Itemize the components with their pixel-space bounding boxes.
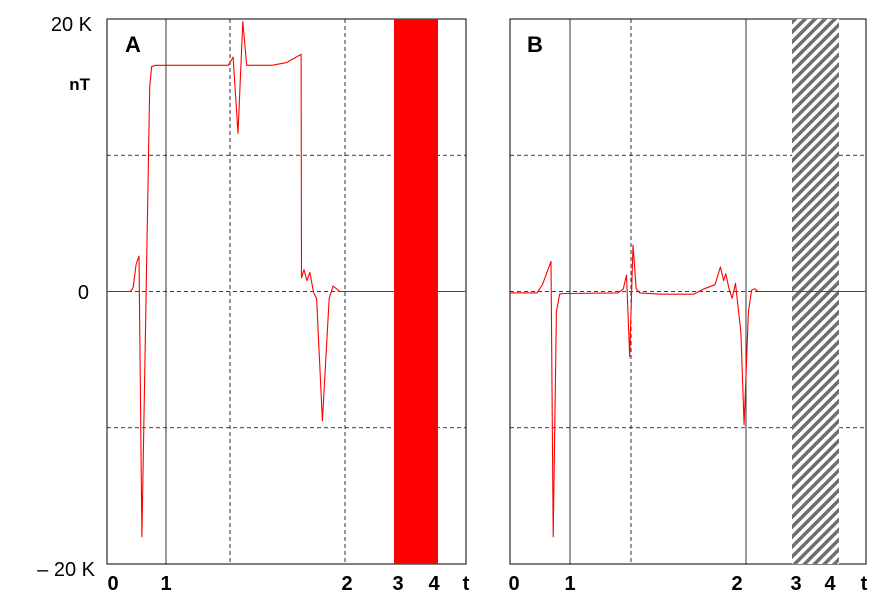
y-axis-bottom-label: – 20 K <box>37 559 95 581</box>
panel-b-gridlines <box>510 19 866 564</box>
panel-b-xtick-3: 3 <box>790 573 801 595</box>
panel-b-xtick-t: t <box>861 573 868 595</box>
panel-b-xtick-2: 2 <box>731 573 742 595</box>
panel-b-series-line-0 <box>510 244 866 538</box>
panel-a-xtick-4: 4 <box>428 573 440 595</box>
panel-a-xtick-2: 2 <box>341 573 352 595</box>
panel-b: B 0 1 2 3 4 t <box>508 18 868 595</box>
panel-a-series-line-0 <box>107 21 466 538</box>
panel-a-xtick-t: t <box>463 573 470 595</box>
panel-a-series-group <box>107 21 466 538</box>
panel-a-xtick-0: 0 <box>107 573 118 595</box>
panel-a-label: A <box>125 32 141 57</box>
panel-a-xticks: 0 1 2 3 4 t <box>107 573 469 595</box>
panel-b-label: B <box>527 32 543 57</box>
panel-a-gridlines <box>107 19 466 564</box>
panel-b-xtick-4: 4 <box>824 573 836 595</box>
y-axis-zero-label: 0 <box>78 282 89 304</box>
y-axis-top-label: 20 K <box>51 14 93 36</box>
panel-b-series-group <box>510 244 866 538</box>
panel-b-xticks: 0 1 2 3 4 t <box>508 573 867 595</box>
panel-a: A 20 K nT 0 – 20 K 0 1 2 3 4 t <box>37 14 469 595</box>
panel-a-xtick-1: 1 <box>160 573 171 595</box>
panel-b-xtick-1: 1 <box>564 573 575 595</box>
panel-b-xtick-0: 0 <box>508 573 519 595</box>
y-axis-unit-label: nT <box>69 75 90 94</box>
panel-a-xtick-3: 3 <box>392 573 403 595</box>
